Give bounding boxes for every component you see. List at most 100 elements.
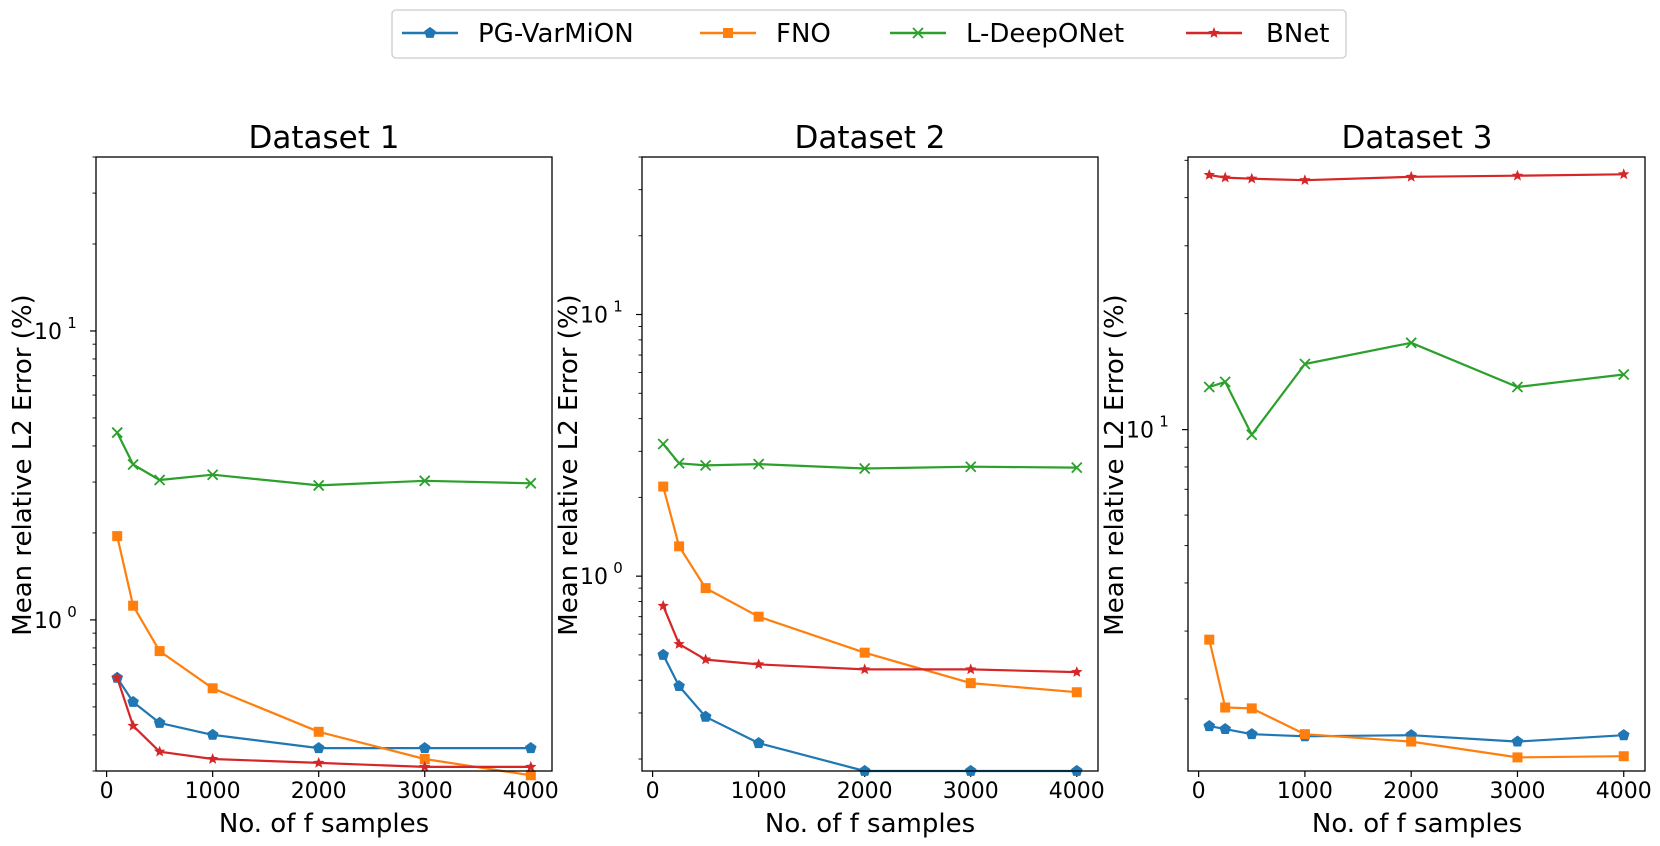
y-tick-exponent: 1 — [613, 298, 623, 316]
x-tick-label: 3000 — [943, 779, 999, 804]
data-point — [674, 541, 685, 552]
data-point — [1203, 719, 1216, 732]
data-point — [657, 648, 669, 660]
data-point — [313, 726, 324, 737]
data-point — [699, 710, 712, 722]
data-point — [525, 741, 537, 754]
data-point — [153, 745, 166, 757]
series-line — [662, 443, 1077, 470]
data-point — [1204, 634, 1215, 645]
series-line — [116, 432, 531, 487]
data-point — [127, 695, 139, 707]
x-tick-label: 1000 — [731, 779, 787, 804]
data-point — [699, 653, 712, 665]
y-tick-exponent: 1 — [67, 314, 77, 332]
axis-ticks: 0 1000 2000 3000 4000 10 1 — [1126, 159, 1652, 804]
data-point — [658, 481, 669, 492]
data-point — [1071, 461, 1083, 474]
series-fno — [112, 531, 536, 781]
legend-marker-symbol — [912, 27, 924, 39]
data-point — [1617, 729, 1630, 741]
y-tick-label: 10 — [580, 565, 608, 590]
legend-marker-pg-varmion — [424, 26, 436, 38]
data-point — [127, 719, 139, 731]
data-point — [128, 600, 139, 611]
data-point — [1203, 381, 1215, 393]
series-fno — [658, 481, 1082, 698]
series-line — [662, 605, 1077, 674]
legend-marker-fno — [723, 28, 733, 38]
data-point — [153, 474, 166, 486]
data-point — [1220, 702, 1231, 713]
plot-frame — [95, 156, 553, 772]
legend-marker-bnet — [1208, 27, 1220, 38]
y-tick-exponent: 0 — [67, 603, 77, 621]
legend-marker-symbol — [424, 26, 436, 38]
plot-frame — [1187, 156, 1646, 772]
data-point — [525, 477, 537, 489]
legend-label-pg-varmion: PG-VarMiON — [478, 19, 634, 49]
data-point — [312, 741, 325, 754]
panel-dataset-1: Dataset 1 Mean relative L2 Error (%) No.… — [8, 120, 559, 839]
y-tick-exponent: 0 — [613, 559, 623, 577]
x-tick-label: 3000 — [1489, 779, 1545, 804]
plot-frame — [641, 156, 1099, 772]
data-point — [1246, 703, 1257, 714]
x-tick-label: 4000 — [1049, 779, 1105, 804]
data-point — [965, 461, 977, 473]
x-tick-label: 0 — [1192, 779, 1206, 804]
series-fno — [1204, 634, 1629, 763]
data-point — [206, 728, 219, 740]
data-point — [206, 753, 219, 764]
x-axis-label: No. of f samples — [765, 809, 975, 839]
data-point — [752, 736, 765, 749]
data-point — [1618, 368, 1630, 381]
panel-title: Dataset 3 — [1342, 120, 1493, 156]
data-point — [112, 531, 123, 542]
series-line — [116, 677, 531, 750]
data-point — [419, 760, 431, 772]
x-axis-label: No. of f samples — [219, 809, 429, 839]
data-point — [111, 426, 123, 439]
data-point — [1299, 358, 1311, 370]
data-point — [1299, 729, 1310, 740]
data-point — [1511, 735, 1524, 747]
data-point — [859, 462, 871, 475]
data-point — [673, 457, 685, 469]
data-point — [313, 756, 325, 768]
x-tick-label: 2000 — [837, 779, 893, 804]
plot-marks — [1203, 168, 1630, 763]
data-point — [525, 770, 536, 781]
legend-item-pg-varmion: PG-VarMiON — [402, 19, 634, 49]
data-point — [207, 683, 218, 694]
x-tick-label: 0 — [100, 779, 114, 804]
data-point — [965, 663, 977, 675]
data-point — [700, 583, 711, 594]
y-tick-exponent: 1 — [1159, 413, 1169, 431]
data-point — [207, 469, 219, 481]
data-point — [1299, 174, 1311, 185]
x-tick-label: 1000 — [1277, 779, 1333, 804]
data-point — [419, 475, 431, 487]
panel-dataset-2: Dataset 2 Mean relative L2 Error (%) No.… — [554, 120, 1105, 839]
x-tick-label: 2000 — [1383, 779, 1439, 804]
data-point — [673, 638, 685, 649]
data-point — [1405, 170, 1417, 182]
data-point — [1512, 752, 1523, 763]
data-point — [1219, 376, 1231, 388]
data-point — [1246, 429, 1258, 441]
legend-item-bnet: BNet — [1186, 19, 1329, 49]
data-point — [153, 716, 166, 728]
series-pg-varmion — [111, 671, 537, 754]
data-point — [1618, 751, 1629, 762]
x-tick-label: 0 — [646, 779, 660, 804]
data-point — [525, 760, 537, 772]
y-tick-label: 10 — [1126, 419, 1154, 444]
y-tick-label: 10 — [580, 304, 608, 329]
data-point — [1219, 722, 1231, 734]
data-point — [1405, 337, 1417, 349]
data-point — [657, 438, 669, 450]
legend-label-l-deeponet: L-DeepONet — [966, 19, 1124, 49]
data-point — [418, 741, 431, 754]
data-point — [1203, 169, 1215, 180]
